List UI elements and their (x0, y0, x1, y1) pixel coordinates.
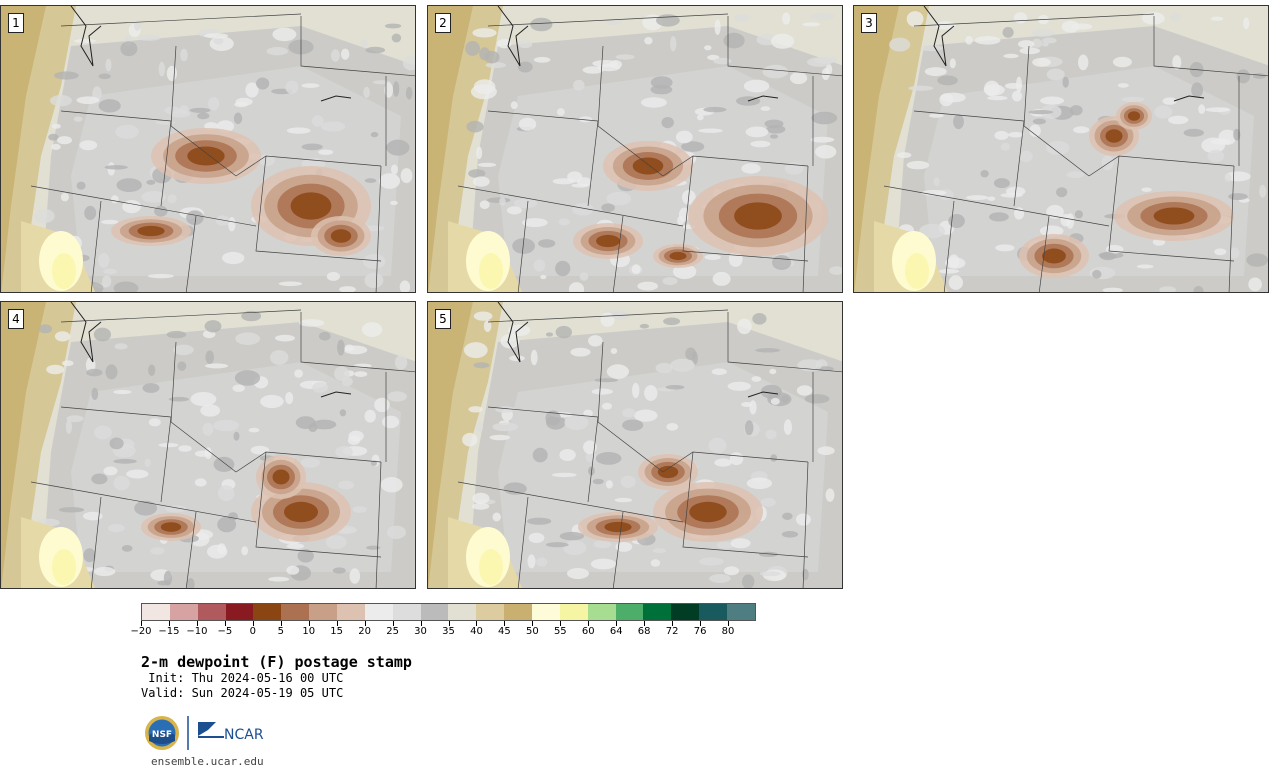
colorbar-tick-label: 64 (609, 626, 623, 637)
colorbar-swatch (448, 604, 477, 620)
panel-number-4: 4 (8, 309, 24, 329)
colorbar-tick (588, 621, 590, 626)
panel-number-3: 3 (861, 13, 877, 33)
colorbar-tick (700, 621, 702, 626)
colorbar-tick-label: 55 (553, 626, 567, 637)
colorbar-tick-label: 76 (693, 626, 707, 637)
colorbar-tick (392, 621, 394, 626)
colorbar-tick-label: 15 (330, 626, 344, 637)
colorbar-swatch (364, 604, 393, 620)
colorbar-swatch (671, 604, 700, 620)
colorbar-swatch (532, 604, 560, 620)
postage-stamp-panel-4: 4 (0, 301, 416, 589)
colorbar-swatch (309, 604, 338, 620)
colorbar-swatch (587, 604, 616, 620)
colorbar-swatch (504, 604, 533, 620)
dewpoint-colorbar (141, 603, 756, 621)
dewpoint-map-4 (1, 302, 415, 588)
colorbar-tick (532, 621, 534, 626)
colorbar-tick (224, 621, 226, 626)
colorbar-tick-label: 68 (637, 626, 651, 637)
colorbar-swatch (615, 604, 644, 620)
colorbar-tick (336, 621, 338, 626)
colorbar-swatch (476, 604, 505, 620)
colorbar-swatch (169, 604, 198, 620)
colorbar-tick-label: 72 (665, 626, 679, 637)
colorbar-tick-label: −5 (217, 626, 233, 637)
colorbar-ticks: −20 −15 −10 −5 0 5 10 15 20 25 30 35 40 45 50 55 60 64 68 7… (130, 621, 756, 641)
colorbar-swatch (559, 604, 588, 620)
postage-stamp-panel-3: 3 (853, 5, 1269, 293)
colorbar-tick (616, 621, 618, 626)
dewpoint-map-3 (854, 6, 1268, 292)
colorbar-swatch (337, 604, 365, 620)
colorbar-tick-label: −10 (186, 626, 208, 637)
logos: NSF NCAR (144, 714, 274, 752)
panel-number-1: 1 (8, 13, 24, 33)
colorbar-tick (728, 621, 730, 626)
svg-text:NSF: NSF (152, 730, 172, 740)
dewpoint-map-5 (428, 302, 842, 588)
dewpoint-map-2 (428, 6, 842, 292)
colorbar-swatch (727, 604, 755, 620)
colorbar-tick-label: 20 (358, 626, 371, 637)
colorbar-tick-label: 35 (442, 626, 455, 637)
colorbar-tick (280, 621, 282, 626)
panel-number-2: 2 (435, 13, 451, 33)
valid-time: Valid: Sun 2024-05-19 05 UTC (141, 686, 344, 700)
colorbar-swatch (281, 604, 310, 620)
colorbar-tick (308, 621, 310, 626)
colorbar-tick (644, 621, 646, 626)
colorbar-tick-label: 45 (498, 626, 511, 637)
colorbar-swatch (420, 604, 449, 620)
colorbar-tick (252, 621, 254, 626)
colorbar-tick-label: 10 (302, 626, 316, 637)
colorbar-tick (448, 621, 450, 626)
colorbar-swatch (643, 604, 672, 620)
colorbar-tick (560, 621, 562, 626)
dewpoint-map-1 (1, 6, 415, 292)
colorbar-tick-label: −20 (130, 626, 152, 637)
colorbar-tick (476, 621, 478, 626)
colorbar-tick (196, 621, 198, 626)
colorbar-tick-label: 40 (470, 626, 483, 637)
colorbar-swatch (142, 604, 170, 620)
colorbar-swatch (225, 604, 254, 620)
nsf-logo-icon: NSF (145, 716, 179, 750)
colorbar-swatch (253, 604, 282, 620)
colorbar-tick (420, 621, 422, 626)
colorbar-tick-label: 5 (277, 626, 284, 637)
colorbar-tick (504, 621, 506, 626)
init-time: Init: Thu 2024-05-16 00 UTC (141, 671, 344, 685)
colorbar-tick-label: 25 (386, 626, 399, 637)
svg-text:NCAR: NCAR (224, 727, 264, 743)
colorbar-tick-label: −15 (158, 626, 180, 637)
colorbar-tick (364, 621, 366, 626)
colorbar-tick-label: 0 (249, 626, 256, 637)
colorbar-swatch (197, 604, 226, 620)
figure-title: 2-m dewpoint (F) postage stamp (141, 653, 412, 671)
ncar-logo-icon: NCAR (198, 722, 264, 743)
colorbar-tick-label: 30 (414, 626, 427, 637)
postage-stamp-panel-1: 1 (0, 5, 416, 293)
colorbar-tick (141, 621, 142, 626)
colorbar-tick-label: 80 (721, 626, 735, 637)
colorbar-swatch (699, 604, 728, 620)
colorbar-tick-label: 60 (581, 626, 595, 637)
colorbar-tick-label: 50 (525, 626, 539, 637)
colorbar-tick (168, 621, 170, 626)
panel-number-5: 5 (435, 309, 451, 329)
website-url: ensemble.ucar.edu (151, 755, 264, 768)
colorbar-tick (672, 621, 674, 626)
colorbar-swatch (392, 604, 421, 620)
postage-stamp-panel-5: 5 (427, 301, 843, 589)
postage-stamp-panel-2: 2 (427, 5, 843, 293)
